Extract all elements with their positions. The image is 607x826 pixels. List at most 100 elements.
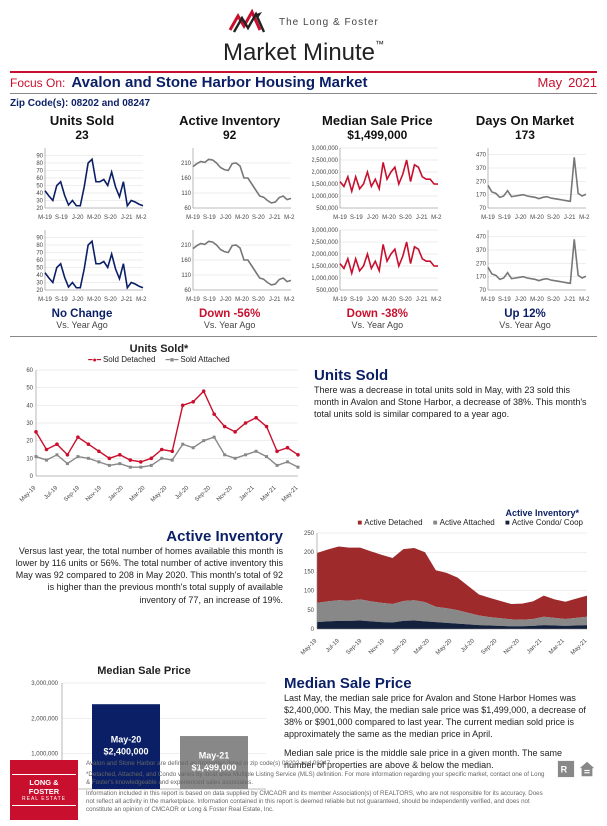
svg-text:470: 470	[476, 153, 487, 159]
stat-change: Down -38%	[307, 308, 447, 320]
svg-text:J-21: J-21	[268, 297, 280, 303]
legend-attached: Sold Attached	[166, 355, 230, 364]
svg-text:M-21: M-21	[431, 215, 442, 221]
svg-text:1,000,000: 1,000,000	[31, 752, 58, 758]
mini-chart: 500,0001,000,0001,500,0002,000,0002,500,…	[312, 226, 442, 304]
units-sold-chart: 0102030405060May-19Jul-19Sep-19Nov-19Jan…	[14, 366, 304, 506]
svg-text:Jan-21: Jan-21	[526, 638, 544, 656]
svg-text:2,000,000: 2,000,000	[31, 716, 58, 722]
svg-text:50: 50	[307, 608, 314, 614]
logo-tm: ™	[375, 39, 384, 49]
svg-text:60: 60	[184, 288, 191, 294]
svg-text:Mar-21: Mar-21	[260, 485, 278, 503]
svg-text:Sep-20: Sep-20	[194, 485, 212, 503]
svg-text:40: 40	[26, 403, 33, 409]
svg-text:110: 110	[181, 273, 191, 279]
equal-housing-icon	[578, 760, 596, 778]
stat-title: Active Inventory	[160, 113, 300, 128]
svg-text:J-20: J-20	[72, 297, 84, 303]
mini-chart: 2030405060708090M-19S-19J-20M-20S-20J-21…	[17, 144, 147, 222]
svg-text:S-19: S-19	[203, 297, 216, 303]
svg-text:30: 30	[26, 421, 33, 427]
svg-text:M-21: M-21	[136, 215, 147, 221]
svg-text:20: 20	[26, 439, 33, 445]
svg-text:May-20: May-20	[150, 485, 169, 504]
svg-text:70: 70	[479, 288, 486, 294]
svg-text:210: 210	[181, 161, 192, 167]
mini-chart: 70170270370470M-19S-19J-20M-20S-20J-21M-…	[460, 226, 590, 304]
svg-text:S-20: S-20	[547, 215, 560, 221]
svg-text:M-21: M-21	[284, 215, 295, 221]
divider	[10, 71, 597, 73]
svg-text:J-20: J-20	[515, 215, 527, 221]
svg-text:170: 170	[476, 193, 487, 199]
svg-text:20: 20	[36, 288, 43, 294]
stats-row: Units Sold 232030405060708090M-19S-19J-2…	[0, 113, 607, 330]
svg-text:M-21: M-21	[284, 297, 295, 303]
stat-col: Units Sold 232030405060708090M-19S-19J-2…	[12, 113, 152, 330]
svg-text:M-20: M-20	[382, 297, 396, 303]
units-chart-title: Units Sold*	[14, 343, 304, 355]
vs-year: Vs. Year Ago	[160, 320, 300, 330]
median-title: Median Sale Price	[284, 675, 593, 692]
stat-title: Units Sold	[12, 113, 152, 128]
units-sold-section: Units Sold* Sold Detached Sold Attached …	[0, 339, 607, 506]
svg-text:30: 30	[36, 199, 43, 205]
svg-text:May-19: May-19	[19, 485, 38, 504]
stat-value: 173	[455, 128, 595, 142]
svg-text:M-19: M-19	[481, 215, 495, 221]
focus-month: May	[538, 75, 563, 90]
svg-text:S-20: S-20	[399, 215, 412, 221]
svg-text:May-21: May-21	[570, 638, 589, 657]
svg-text:70: 70	[36, 251, 43, 257]
svg-text:M-20: M-20	[530, 215, 544, 221]
swoosh-icon	[228, 6, 272, 39]
svg-text:J-20: J-20	[219, 215, 231, 221]
svg-text:Nov-19: Nov-19	[368, 638, 386, 656]
svg-text:250: 250	[304, 531, 315, 537]
svg-text:J-20: J-20	[219, 297, 231, 303]
stat-value: 92	[160, 128, 300, 142]
zip-codes: Zip Code(s): 08202 and 08247	[0, 96, 607, 113]
inventory-body: Versus last year, the total number of ho…	[14, 545, 283, 606]
stat-change: Down -56%	[160, 308, 300, 320]
svg-text:500,000: 500,000	[317, 206, 339, 212]
active-inventory-chart: 050100150200250May-19Jul-19Sep-19Nov-19J…	[293, 529, 593, 659]
svg-text:S-19: S-19	[350, 297, 363, 303]
stat-value: 23	[12, 128, 152, 142]
svg-text:S-19: S-19	[498, 215, 511, 221]
svg-text:J-20: J-20	[72, 215, 84, 221]
svg-text:M-20: M-20	[235, 297, 249, 303]
svg-text:S-19: S-19	[55, 297, 68, 303]
vs-year: Vs. Year Ago	[455, 320, 595, 330]
svg-text:Mar-20: Mar-20	[413, 638, 431, 656]
stat-title: Median Sale Price	[307, 113, 447, 128]
svg-text:3,000,000: 3,000,000	[312, 228, 339, 234]
inventory-legend: Active Inventory* Active Detached Active…	[293, 508, 593, 527]
svg-text:Mar-21: Mar-21	[548, 638, 566, 656]
svg-text:M-20: M-20	[235, 215, 249, 221]
svg-text:Jul-20: Jul-20	[174, 485, 190, 501]
svg-text:M-19: M-19	[186, 297, 200, 303]
svg-text:J-21: J-21	[564, 215, 576, 221]
legend-detached: Sold Detached	[88, 355, 155, 364]
svg-text:60: 60	[184, 206, 191, 212]
mini-chart: 60110160210M-19S-19J-20M-20S-20J-21M-21	[165, 226, 295, 304]
svg-text:J-21: J-21	[268, 215, 280, 221]
svg-text:50: 50	[36, 184, 43, 190]
svg-text:Nov-20: Nov-20	[503, 638, 521, 656]
svg-text:M-21: M-21	[579, 215, 590, 221]
svg-text:80: 80	[36, 161, 43, 167]
svg-text:3,000,000: 3,000,000	[312, 146, 339, 152]
svg-text:2,500,000: 2,500,000	[312, 240, 339, 246]
svg-text:1,500,000: 1,500,000	[312, 182, 339, 188]
svg-text:M-21: M-21	[136, 297, 147, 303]
svg-text:S-19: S-19	[55, 215, 68, 221]
svg-text:M-19: M-19	[186, 215, 200, 221]
svg-text:70: 70	[36, 169, 43, 175]
stat-col: Days On Market 17370170270370470M-19S-19…	[455, 113, 595, 330]
svg-text:1,500,000: 1,500,000	[312, 264, 339, 270]
svg-text:S-20: S-20	[252, 297, 265, 303]
svg-text:Jan-20: Jan-20	[391, 638, 409, 656]
legend-act-detached: Active Detached	[357, 518, 422, 527]
